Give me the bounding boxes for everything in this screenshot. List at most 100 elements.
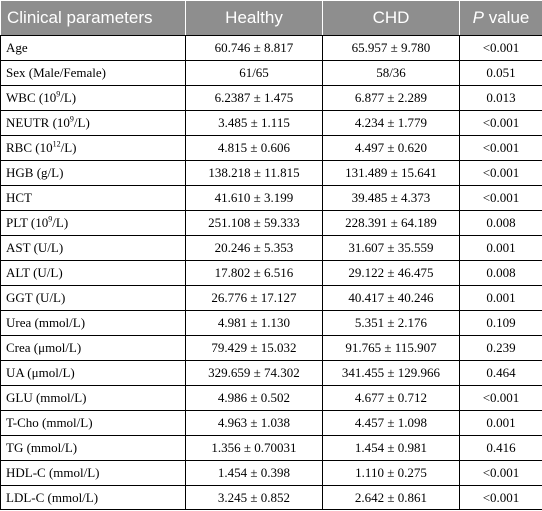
header-clinical-parameters: Clinical parameters (0, 0, 186, 36)
cell-parameter: AST (U/L) (0, 235, 186, 261)
table-body: Age 60.746 ± 8.817 65.957 ± 9.780 <0.001 Sex… (0, 35, 542, 510)
cell-healthy: 329.659 ± 74.302 (185, 360, 323, 386)
cell-p-value: <0.001 (459, 460, 542, 486)
table-row: Sex (Male/Female) 61/65 58/36 0.051 (0, 60, 542, 86)
cell-healthy: 60.746 ± 8.817 (185, 35, 323, 61)
table-row: Age 60.746 ± 8.817 65.957 ± 9.780 <0.001 (0, 35, 542, 61)
cell-parameter: GGT (U/L) (0, 285, 186, 311)
table-header-row: Clinical parameters Healthy CHD P value (0, 0, 542, 36)
cell-chd: 91.765 ± 115.907 (322, 335, 460, 361)
table-row: UA (μmol/L) 329.659 ± 74.302 341.455 ± 129… (0, 360, 542, 386)
parameter-name: Urea (mmol/L) (6, 315, 86, 330)
header-healthy: Healthy (185, 0, 323, 36)
cell-healthy: 6.2387 ± 1.475 (185, 85, 323, 111)
parameter-name: Sex (Male/Female) (6, 65, 106, 80)
cell-parameter: RBC (1012/L) (0, 135, 186, 161)
parameter-unit: /L) (60, 140, 77, 155)
table-row: Urea (mmol/L) 4.981 ± 1.130 5.351 ± 2.176 0… (0, 310, 542, 336)
cell-p-value: 0.001 (459, 410, 542, 436)
table-row: LDL-C (mmol/L) 3.245 ± 0.852 2.642 ± 0.861… (0, 485, 542, 510)
parameter-name: NEUTR (10 (6, 115, 70, 130)
cell-healthy: 3.485 ± 1.115 (185, 110, 323, 136)
cell-healthy: 251.108 ± 59.333 (185, 210, 323, 236)
parameter-name: WBC (10 (6, 90, 57, 105)
cell-parameter: WBC (109/L) (0, 85, 186, 111)
cell-parameter: GLU (mmol/L) (0, 385, 186, 411)
cell-chd: 31.607 ± 35.559 (322, 235, 460, 261)
cell-p-value: 0.416 (459, 435, 542, 461)
parameter-name: RBC (10 (6, 140, 53, 155)
cell-chd: 4.234 ± 1.779 (322, 110, 460, 136)
cell-p-value: <0.001 (459, 160, 542, 186)
cell-chd: 39.485 ± 4.373 (322, 185, 460, 211)
cell-parameter: LDL-C (mmol/L) (0, 485, 186, 510)
cell-parameter: ALT (U/L) (0, 260, 186, 286)
cell-healthy: 4.963 ± 1.038 (185, 410, 323, 436)
parameter-exponent: 9 (69, 114, 74, 124)
table-row: PLT (109/L) 251.108 ± 59.333 228.391 ± 64.… (0, 210, 542, 236)
cell-chd: 4.677 ± 0.712 (322, 385, 460, 411)
cell-parameter: HGB (g/L) (0, 160, 186, 186)
header-p-letter: P (472, 8, 484, 27)
table-row: GLU (mmol/L) 4.986 ± 0.502 4.677 ± 0.712 <0… (0, 385, 542, 411)
cell-chd: 1.454 ± 0.981 (322, 435, 460, 461)
cell-chd: 4.457 ± 1.098 (322, 410, 460, 436)
cell-healthy: 61/65 (185, 60, 323, 86)
cell-chd: 65.957 ± 9.780 (322, 35, 460, 61)
parameter-name: T-Cho (mmol/L) (6, 415, 93, 430)
cell-p-value: 0.109 (459, 310, 542, 336)
table-row: HGB (g/L) 138.218 ± 11.815 131.489 ± 15.64… (0, 160, 542, 186)
parameter-name: HDL-C (mmol/L) (6, 465, 100, 480)
cell-chd: 6.877 ± 2.289 (322, 85, 460, 111)
cell-parameter: NEUTR (109/L) (0, 110, 186, 136)
header-chd: CHD (322, 0, 460, 36)
parameter-name: HCT (6, 190, 32, 205)
parameter-name: AST (U/L) (6, 240, 64, 255)
cell-chd: 40.417 ± 40.246 (322, 285, 460, 311)
cell-healthy: 4.986 ± 0.502 (185, 385, 323, 411)
cell-chd: 29.122 ± 46.475 (322, 260, 460, 286)
parameter-exponent: 9 (56, 89, 61, 99)
cell-chd: 58/36 (322, 60, 460, 86)
parameter-name: UA (μmol/L) (6, 365, 75, 380)
cell-parameter: PLT (109/L) (0, 210, 186, 236)
cell-parameter: Age (0, 35, 186, 61)
cell-chd: 4.497 ± 0.620 (322, 135, 460, 161)
cell-p-value: <0.001 (459, 35, 542, 61)
cell-parameter: HDL-C (mmol/L) (0, 460, 186, 486)
parameter-unit: /L) (52, 215, 69, 230)
cell-chd: 228.391 ± 64.189 (322, 210, 460, 236)
table-row: WBC (109/L) 6.2387 ± 1.475 6.877 ± 2.289 0.… (0, 85, 542, 111)
cell-healthy: 79.429 ± 15.032 (185, 335, 323, 361)
cell-p-value: <0.001 (459, 135, 542, 161)
header-p-value: P value (459, 0, 542, 36)
cell-chd: 341.455 ± 129.966 (322, 360, 460, 386)
parameter-name: PLT (10 (6, 215, 49, 230)
parameter-name: GGT (U/L) (6, 290, 66, 305)
parameter-exponent: 12 (52, 139, 61, 149)
parameter-name: ALT (U/L) (6, 265, 63, 280)
cell-parameter: Sex (Male/Female) (0, 60, 186, 86)
cell-healthy: 20.246 ± 5.353 (185, 235, 323, 261)
cell-healthy: 1.454 ± 0.398 (185, 460, 323, 486)
cell-chd: 5.351 ± 2.176 (322, 310, 460, 336)
cell-chd: 131.489 ± 15.641 (322, 160, 460, 186)
table-row: NEUTR (109/L) 3.485 ± 1.115 4.234 ± 1.779 <… (0, 110, 542, 136)
parameter-unit: /L) (73, 115, 90, 130)
parameter-name: TG (mmol/L) (6, 440, 78, 455)
table-row: ALT (U/L) 17.802 ± 6.516 29.122 ± 46.475 0.… (0, 260, 542, 286)
cell-healthy: 26.776 ± 17.127 (185, 285, 323, 311)
cell-healthy: 4.815 ± 0.606 (185, 135, 323, 161)
cell-p-value: 0.008 (459, 210, 542, 236)
cell-healthy: 1.356 ± 0.70031 (185, 435, 323, 461)
cell-p-value: 0.013 (459, 85, 542, 111)
cell-p-value: <0.001 (459, 485, 542, 510)
cell-chd: 1.110 ± 0.275 (322, 460, 460, 486)
cell-p-value: 0.464 (459, 360, 542, 386)
cell-healthy: 4.981 ± 1.130 (185, 310, 323, 336)
cell-healthy: 17.802 ± 6.516 (185, 260, 323, 286)
parameter-name: Age (6, 40, 28, 55)
cell-parameter: TG (mmol/L) (0, 435, 186, 461)
cell-parameter: Crea (μmol/L) (0, 335, 186, 361)
